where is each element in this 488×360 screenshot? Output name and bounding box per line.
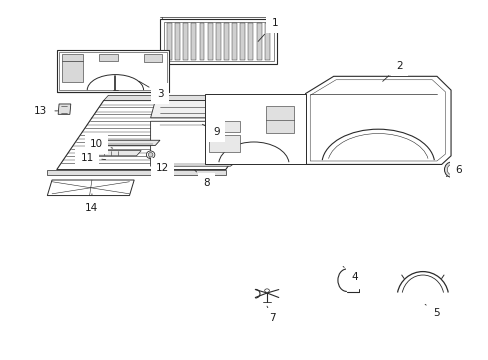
Bar — [215, 23, 220, 60]
Text: 10: 10 — [90, 139, 113, 149]
Bar — [175, 23, 180, 60]
Bar — [240, 23, 244, 60]
Bar — [191, 23, 196, 60]
Text: 8: 8 — [194, 170, 210, 188]
Polygon shape — [57, 100, 272, 170]
Bar — [232, 23, 237, 60]
Text: 5: 5 — [424, 304, 439, 318]
Bar — [224, 23, 228, 60]
Polygon shape — [47, 170, 225, 175]
Ellipse shape — [148, 153, 153, 157]
Text: 7: 7 — [266, 306, 275, 323]
Polygon shape — [204, 94, 305, 165]
Bar — [209, 121, 239, 132]
Bar — [62, 61, 83, 81]
Polygon shape — [150, 121, 244, 166]
Bar — [265, 106, 293, 133]
Text: 4: 4 — [343, 266, 357, 282]
Text: 1: 1 — [258, 18, 278, 41]
Text: 11: 11 — [81, 153, 105, 162]
Text: 12: 12 — [149, 158, 169, 173]
Ellipse shape — [146, 151, 155, 158]
Polygon shape — [94, 140, 160, 145]
Polygon shape — [57, 50, 169, 92]
Polygon shape — [47, 180, 134, 195]
Polygon shape — [160, 19, 277, 64]
Polygon shape — [103, 95, 277, 100]
Ellipse shape — [444, 162, 459, 177]
Bar — [209, 135, 239, 152]
Text: 6: 6 — [446, 165, 461, 176]
Text: 3: 3 — [139, 81, 163, 99]
Bar — [143, 54, 162, 63]
Bar — [99, 54, 118, 61]
Ellipse shape — [264, 289, 269, 292]
Bar — [207, 23, 212, 60]
Polygon shape — [150, 100, 258, 118]
Text: 9: 9 — [202, 124, 219, 136]
Bar — [199, 23, 204, 60]
Text: 14: 14 — [85, 194, 99, 213]
Bar — [166, 23, 171, 60]
Polygon shape — [97, 150, 141, 156]
Bar — [183, 23, 188, 60]
Text: 2: 2 — [382, 61, 402, 81]
Bar — [264, 23, 269, 60]
Polygon shape — [58, 104, 71, 114]
Bar — [256, 23, 261, 60]
Bar — [62, 54, 83, 61]
Text: 13: 13 — [34, 106, 58, 116]
Polygon shape — [305, 76, 450, 165]
Ellipse shape — [447, 165, 456, 175]
Bar — [248, 23, 253, 60]
